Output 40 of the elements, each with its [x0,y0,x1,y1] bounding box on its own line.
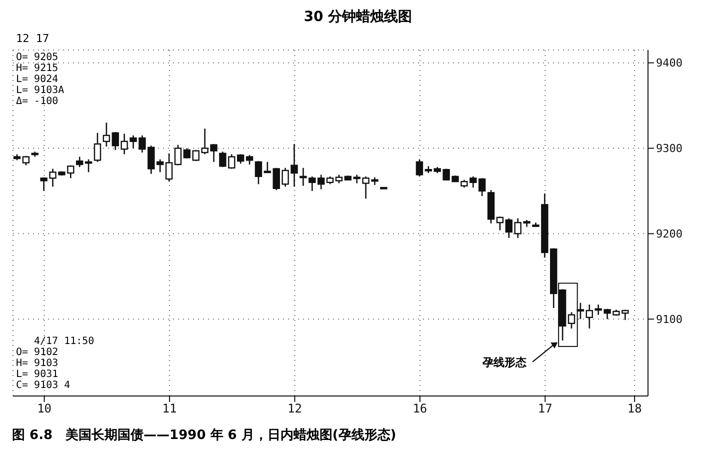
candlestick [76,156,84,168]
y-tick-label: 9300 [656,142,682,156]
annotation: L= 9031 [16,369,60,380]
y-tick-label: 9400 [656,56,682,70]
candlestick [264,161,272,174]
y-tick-label: 9100 [656,313,682,326]
annotation: L= 9103A [16,85,64,96]
candlestick [183,148,191,160]
annotation: C= 9103 4 [16,380,72,391]
annotation: O= 9102 [16,347,60,358]
candlestick [478,178,486,197]
annotation: O= 9205 [16,52,60,63]
annotation: 4/17 11:50 [33,336,94,347]
candlestick [165,152,173,182]
candlestick [317,174,325,190]
x-tick-label: 18 [627,402,642,416]
candlestick [102,122,110,148]
annotation: H= 9215 [16,63,60,74]
annotation: Δ= -100 [16,96,60,107]
chart-title: 30 分钟蜡烛线图 [302,8,414,27]
candlestick [416,158,424,178]
candlestick [236,154,244,164]
x-tick-label: 10 [37,402,52,416]
caption: 图 6.8 美国长期国债——1990 年 6 月，日内蜡烛图(孕线形态) [12,426,398,444]
candlestick [496,216,504,231]
annotation: L= 9024 [16,74,60,85]
annotation: 孕线形态 [482,354,527,370]
annotation: H= 9103 [16,358,60,369]
candlestick [576,302,584,320]
y-tick-label: 9200 [656,228,682,241]
x-tick-label: 17 [538,402,552,416]
candlestick [246,154,254,166]
x-tick-label: 11 [162,402,177,416]
x-tick-label: 12 [288,402,302,416]
text: 12 17 [16,32,50,45]
candlestick [254,160,262,185]
candlestick [568,312,576,330]
x-tick-label: 16 [412,402,428,416]
candlestick [94,132,102,163]
candlestick [174,144,182,166]
